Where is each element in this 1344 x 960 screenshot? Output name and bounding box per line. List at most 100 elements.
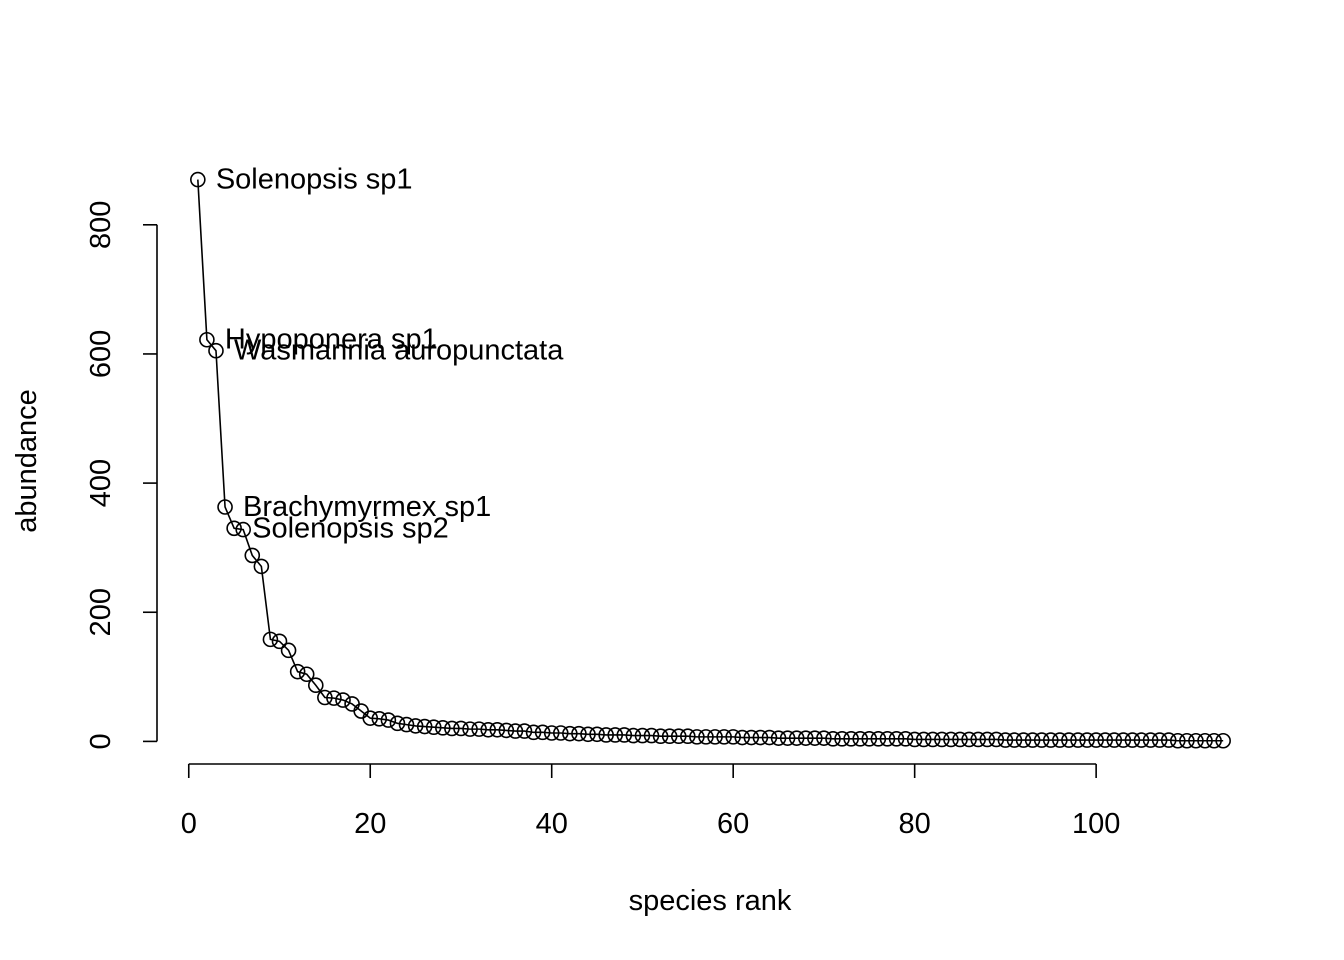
- data-point: [652, 728, 669, 745]
- data-point: [407, 718, 424, 734]
- data-point: [543, 725, 560, 741]
- y-tick-label: 0: [85, 733, 117, 749]
- data-point: [897, 731, 914, 747]
- data-point: [307, 677, 324, 694]
- data-point: [988, 731, 1005, 748]
- point-annotation: Brachymyrmex sp1: [243, 491, 491, 523]
- data-point: [770, 730, 787, 746]
- data-point: [552, 725, 569, 741]
- data-point: [634, 727, 651, 744]
- data-point: [1052, 732, 1068, 748]
- data-point: [943, 731, 959, 748]
- data-point: [326, 690, 342, 706]
- data-point: [1133, 732, 1150, 748]
- x-axis-title: species rank: [629, 885, 792, 917]
- data-point: [906, 731, 923, 748]
- data-point: [861, 731, 878, 747]
- data-point: [788, 730, 805, 746]
- data-point: [952, 731, 968, 748]
- data-point: [643, 727, 660, 744]
- data-point: [670, 728, 687, 745]
- data-point: [915, 731, 932, 748]
- data-point: [1097, 732, 1114, 748]
- data-point: [852, 731, 869, 747]
- data-point: [280, 642, 297, 659]
- x-tick-label: 0: [181, 808, 197, 840]
- data-point: [534, 724, 551, 741]
- data-point: [262, 631, 279, 648]
- data-point: [380, 712, 397, 728]
- data-point: [879, 731, 896, 747]
- data-point: [816, 730, 832, 746]
- data-point: [253, 558, 270, 575]
- data-point: [1015, 732, 1032, 748]
- data-point: [453, 720, 469, 737]
- data-point: [471, 721, 487, 737]
- data-point: [834, 731, 850, 747]
- data-point: [425, 719, 442, 735]
- y-tick-label: 200: [85, 588, 117, 636]
- data-point: [1070, 732, 1086, 748]
- data-point: [888, 731, 905, 747]
- data-point: [199, 331, 215, 348]
- data-point: [734, 729, 751, 746]
- data-point: [1179, 732, 1195, 749]
- data-point: [797, 730, 814, 746]
- data-point: [289, 663, 306, 680]
- y-axis-title: abundance: [11, 389, 43, 533]
- data-point: [489, 721, 506, 738]
- data-point: [934, 731, 950, 748]
- data-point: [480, 721, 496, 738]
- data-point: [389, 715, 406, 732]
- data-point: [1160, 732, 1177, 748]
- data-point: [271, 633, 288, 650]
- data-point: [1024, 732, 1041, 748]
- data-point: [1188, 732, 1204, 749]
- series-line: [197, 179, 1224, 742]
- data-point: [1206, 732, 1222, 749]
- point-annotation: Wasmannia auropunctata: [234, 335, 564, 367]
- data-point: [1115, 732, 1132, 748]
- data-point: [616, 727, 633, 743]
- data-point: [580, 726, 596, 743]
- data-point: [416, 718, 433, 735]
- x-tick-label: 80: [899, 808, 931, 840]
- data-point: [335, 692, 351, 708]
- x-tick-label: 100: [1072, 808, 1120, 840]
- data-point: [398, 716, 415, 733]
- data-point: [725, 729, 741, 745]
- x-tick-label: 40: [536, 808, 568, 840]
- data-point: [1197, 732, 1213, 749]
- data-point: [716, 729, 732, 745]
- data-point: [498, 722, 515, 739]
- y-tick-label: 400: [85, 459, 117, 507]
- x-tick-label: 60: [717, 808, 749, 840]
- data-point: [680, 728, 696, 745]
- y-tick-label: 600: [85, 330, 117, 378]
- data-point: [1088, 732, 1104, 748]
- data-point: [843, 731, 859, 747]
- data-point: [997, 732, 1014, 748]
- point-annotation: Solenopsis sp1: [216, 164, 413, 196]
- data-point: [1079, 732, 1095, 748]
- data-point: [661, 728, 678, 745]
- data-point: [598, 727, 614, 743]
- data-point: [435, 720, 451, 736]
- x-tick-label: 20: [354, 808, 386, 840]
- data-point: [371, 710, 388, 727]
- data-point: [562, 725, 578, 742]
- data-point: [444, 720, 460, 737]
- y-axis: 0 200 400 600 800: [85, 201, 158, 749]
- data-point: [925, 731, 941, 748]
- data-point: [1042, 732, 1059, 748]
- data-point: [589, 726, 605, 743]
- data-point: [208, 342, 224, 359]
- data-point: [1061, 732, 1077, 748]
- data-point: [516, 723, 533, 739]
- data-point: [625, 727, 642, 744]
- data-point: [689, 729, 705, 745]
- data-point: [979, 731, 996, 748]
- data-point: [1124, 732, 1141, 748]
